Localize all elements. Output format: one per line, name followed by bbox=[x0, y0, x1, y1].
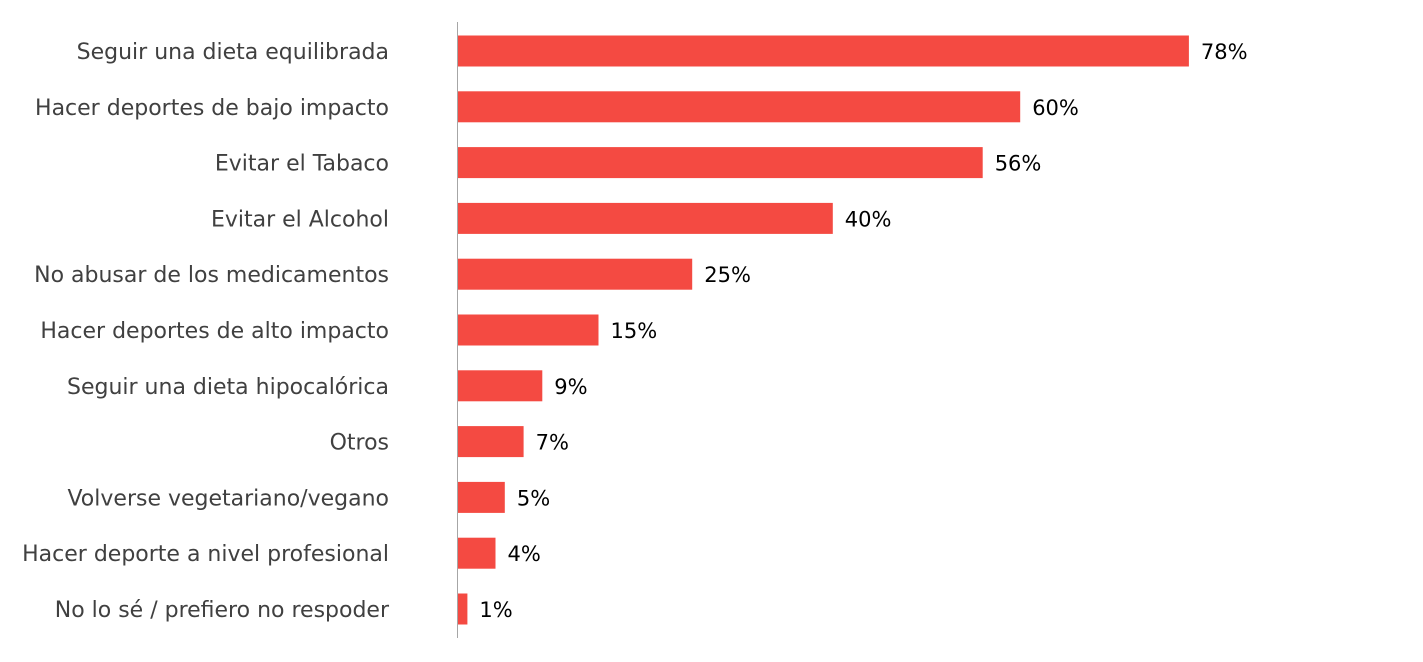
category-label: Seguir una dieta hipocalórica bbox=[67, 375, 389, 400]
bar bbox=[458, 593, 468, 625]
value-label: 5% bbox=[517, 486, 550, 510]
category-label: Evitar el Alcohol bbox=[211, 207, 389, 232]
category-label: No lo sé / prefiero no respoder bbox=[55, 598, 390, 623]
bar bbox=[458, 202, 833, 234]
bar bbox=[458, 481, 505, 513]
category-label: No abusar de los medicamentos bbox=[34, 263, 389, 288]
value-label: 60% bbox=[1032, 96, 1079, 120]
value-label: 4% bbox=[508, 542, 541, 566]
value-label: 25% bbox=[704, 263, 751, 287]
category-label: Evitar el Tabaco bbox=[215, 152, 389, 177]
bar bbox=[458, 147, 983, 179]
category-label: Volverse vegetariano/vegano bbox=[67, 486, 389, 511]
bar bbox=[458, 35, 1189, 67]
bar bbox=[458, 314, 599, 346]
category-label: Seguir una dieta equilibrada bbox=[77, 40, 389, 65]
value-label: 1% bbox=[479, 598, 512, 622]
value-label: 9% bbox=[554, 375, 587, 399]
bar bbox=[458, 537, 496, 569]
bar bbox=[458, 258, 693, 290]
value-label: 15% bbox=[611, 319, 658, 343]
bar bbox=[458, 91, 1021, 123]
value-label: 7% bbox=[536, 431, 569, 455]
bar bbox=[458, 426, 524, 458]
category-label: Hacer deportes de bajo impacto bbox=[35, 96, 389, 121]
value-label: 78% bbox=[1201, 40, 1248, 64]
value-label: 56% bbox=[995, 152, 1042, 176]
value-label: 40% bbox=[845, 207, 892, 231]
category-label: Hacer deportes de alto impacto bbox=[40, 319, 389, 344]
bars-group: Seguir una dieta equilibrada 78% Hacer dep… bbox=[22, 35, 1248, 625]
category-label: Otros bbox=[330, 431, 389, 456]
category-label: Hacer deporte a nivel profesional bbox=[22, 542, 389, 567]
bar bbox=[458, 370, 543, 402]
